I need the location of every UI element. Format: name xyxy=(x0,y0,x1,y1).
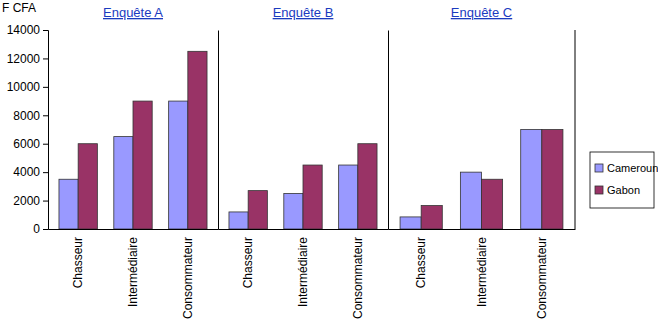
bar xyxy=(521,130,542,230)
bar xyxy=(400,217,421,229)
frame-line xyxy=(575,30,576,229)
bar xyxy=(460,172,481,229)
x-tick-label: Intermédiaire xyxy=(475,237,489,307)
panel-title: Enquête C xyxy=(451,5,512,20)
y-tick-label: 10000 xyxy=(7,80,41,94)
y-tick-mark xyxy=(43,87,48,88)
bar xyxy=(482,179,503,229)
y-tick-mark xyxy=(43,115,48,116)
bar xyxy=(59,179,78,229)
x-tick-label: Consommateur xyxy=(535,237,549,319)
panel-title: Enquête A xyxy=(103,5,163,20)
y-tick-label: 0 xyxy=(33,222,40,236)
x-axis-line xyxy=(389,229,576,230)
y-tick: 14000 xyxy=(7,23,48,37)
bar xyxy=(169,101,188,229)
y-tick: 8000 xyxy=(13,109,48,123)
y-axis-line xyxy=(43,31,49,230)
x-tick: Chasseur xyxy=(71,229,85,288)
bar xyxy=(114,137,133,229)
y-axis-line xyxy=(388,31,389,230)
x-tick: Chasseur xyxy=(414,229,428,288)
legend-label: Gabon xyxy=(607,184,640,196)
panel-2: Chasseur Intermédiaire Consommateur Enquête… xyxy=(389,5,576,319)
y-tick: 2000 xyxy=(13,194,48,208)
legend-label: Cameroun xyxy=(607,162,658,174)
x-tick: Intermédiaire xyxy=(126,229,140,307)
bar xyxy=(358,144,377,229)
y-tick: 6000 xyxy=(13,137,48,151)
bar xyxy=(421,206,442,229)
bar xyxy=(248,191,267,229)
x-tick-label: Consommateur xyxy=(181,237,195,319)
x-axis: Chasseur Intermédiaire Consommateur xyxy=(49,229,219,319)
y-axis-line xyxy=(218,31,219,230)
legend-box xyxy=(590,152,654,208)
x-axis-line xyxy=(49,229,219,230)
legend-swatch xyxy=(595,164,603,172)
x-tick-label: Chasseur xyxy=(241,237,255,288)
y-tick: 10000 xyxy=(7,80,48,94)
bar xyxy=(303,165,322,229)
y-tick-label: 14000 xyxy=(7,23,41,37)
y-tick-label: 8000 xyxy=(13,109,40,123)
y-tick-mark xyxy=(43,201,48,202)
x-tick: Consommateur xyxy=(181,229,195,319)
panel-0: 0 2000 4000 6000 8000 10000 12000 14000 Chasseur… xyxy=(2,1,219,319)
bar xyxy=(133,101,152,229)
x-axis: Chasseur Intermédiaire Consommateur xyxy=(219,229,389,319)
x-axis-line xyxy=(219,229,389,230)
y-tick: 12000 xyxy=(7,52,48,66)
x-tick: Intermédiaire xyxy=(296,229,310,307)
y-axis-title: F CFA xyxy=(2,1,36,15)
x-axis: Chasseur Intermédiaire Consommateur xyxy=(389,229,576,319)
x-tick-label: Intermédiaire xyxy=(296,237,310,307)
bar xyxy=(78,144,97,229)
bars xyxy=(229,144,377,229)
bar xyxy=(188,51,207,229)
bars xyxy=(400,130,563,230)
x-tick: Consommateur xyxy=(351,229,365,319)
panel-1: Chasseur Intermédiaire Consommateur Enquête… xyxy=(219,5,389,319)
panel-title: Enquête B xyxy=(273,5,334,20)
x-tick-label: Chasseur xyxy=(414,237,428,288)
y-tick: 0 xyxy=(33,222,48,236)
legend: Cameroun Gabon xyxy=(590,152,658,208)
x-tick: Chasseur xyxy=(241,229,255,288)
y-tick-label: 12000 xyxy=(7,52,41,66)
y-tick-label: 2000 xyxy=(13,194,40,208)
x-tick-label: Consommateur xyxy=(351,237,365,319)
x-tick: Consommateur xyxy=(535,229,549,319)
bar xyxy=(542,130,563,230)
y-axis: 0 2000 4000 6000 8000 10000 12000 14000 xyxy=(7,23,49,236)
y-axis xyxy=(388,31,389,230)
y-tick-mark xyxy=(43,30,48,31)
bars xyxy=(59,51,207,229)
bar xyxy=(229,212,248,229)
x-tick-label: Intermédiaire xyxy=(126,237,140,307)
y-tick-mark xyxy=(43,172,48,173)
y-tick-label: 6000 xyxy=(13,137,40,151)
y-tick-mark xyxy=(43,58,48,59)
y-tick-label: 4000 xyxy=(13,165,40,179)
legend-swatch xyxy=(595,186,603,194)
y-tick: 4000 xyxy=(13,165,48,179)
x-tick: Intermédiaire xyxy=(475,229,489,307)
y-tick-mark xyxy=(43,229,48,230)
x-tick-label: Chasseur xyxy=(71,237,85,288)
y-axis xyxy=(218,31,219,230)
bar xyxy=(339,165,358,229)
bar xyxy=(284,193,303,229)
y-tick-mark xyxy=(43,144,48,145)
